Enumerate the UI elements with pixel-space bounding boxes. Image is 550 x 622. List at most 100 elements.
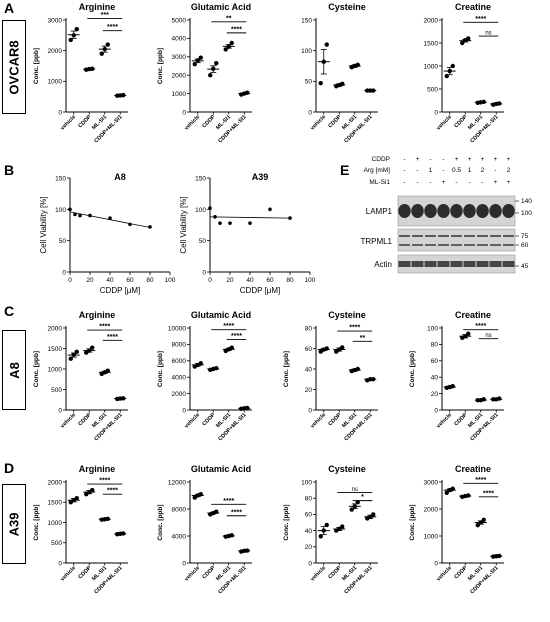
blot-band (412, 244, 423, 246)
blot-band (450, 204, 463, 218)
y-tick-label: 1000 (424, 63, 439, 70)
significance-label: **** (475, 16, 486, 23)
blot-band (424, 261, 437, 267)
data-point (371, 512, 376, 517)
data-point (68, 356, 73, 361)
y-tick-label: 80 (305, 496, 313, 503)
chart-D-glu: Glutamic Acid 0 4000 8000 12000 Conc. [ppb] ve… (157, 464, 252, 595)
blot-condition-value: - (403, 156, 405, 163)
y-tick-label: 1500 (424, 40, 439, 47)
chart-D-cys: Cysteine 0 20 40 60 80 100 Conc. [ppb] vehicle CD… (283, 464, 378, 595)
y-tick-label: 500 (51, 387, 62, 394)
y-tick-label: 0 (434, 109, 438, 116)
y-tick-label: 2000 (48, 479, 63, 486)
y-tick-label: 6000 (172, 358, 187, 365)
significance-label: **** (349, 325, 360, 332)
data-point (68, 207, 72, 212)
y-tick-label: 0 (308, 560, 312, 567)
y-tick-label: 80 (431, 342, 439, 349)
y-tick-label: 100 (301, 479, 312, 486)
y-tick-label: 2000 (172, 73, 187, 80)
chart-title: Creatine (455, 464, 491, 474)
chart-title: Arginine (79, 310, 116, 320)
chart-C-arg: Arginine 0 500 1000 1500 2000 Conc. [ppb] vehic… (33, 310, 128, 442)
chart-A-arg: Arginine 0 1000 2000 3000 Conc. [ppb] vehicle C… (33, 2, 128, 144)
data-point (324, 522, 329, 528)
chart-title: Cysteine (328, 310, 366, 320)
category-label: vehicle (436, 412, 453, 429)
data-point (198, 361, 203, 366)
chart-title: Glutamic Acid (191, 310, 251, 320)
x-tick-label: 0 (208, 277, 212, 284)
data-point (340, 345, 345, 350)
category-label: vehicle (310, 412, 327, 429)
panel-label-c: C (4, 303, 15, 319)
blot-condition-value: + (455, 156, 459, 163)
category-label: CDDP+ML-SI1 (469, 412, 499, 442)
chart-A-glu: Glutamic Acid 0 1000 2000 3000 4000 5000 Conc. … (157, 2, 252, 144)
category-label: CDDP+ML-SI1 (93, 412, 123, 442)
category-label: CDDP+ML-SI1 (93, 114, 123, 144)
data-point (208, 206, 212, 210)
y-tick-label: 40 (305, 366, 313, 373)
data-point (90, 487, 95, 493)
significance-label: **** (223, 498, 234, 505)
y-tick-label: 20 (305, 387, 313, 394)
data-point (74, 496, 79, 501)
y-axis-label: Conc. [ppb] (157, 351, 164, 387)
category-label: vehicle (436, 114, 453, 131)
data-point (214, 61, 219, 66)
y-tick-label: 0 (202, 270, 206, 277)
data-point (466, 36, 471, 41)
significance-label: **** (475, 477, 486, 484)
significance-label: **** (107, 488, 118, 495)
significance-label: ns (485, 31, 491, 37)
y-tick-label: 100 (301, 48, 312, 55)
y-tick-label: 0 (182, 109, 186, 116)
y-tick-label: 0 (308, 407, 312, 414)
data-point (324, 42, 329, 47)
blot-band (399, 235, 410, 237)
data-point (213, 215, 217, 219)
blot-condition-value: 2 (507, 167, 511, 174)
blot-marker-label: 100 (521, 210, 532, 217)
category-label: CDDP+ML-SI1 (469, 565, 499, 595)
x-axis-label: CDDP [μM] (100, 286, 140, 295)
data-point (68, 37, 73, 43)
chart-B-a39: A39 0 50 100 150 0 20 40 60 80 100 Cell Viability [… (179, 172, 316, 295)
x-tick-label: 100 (165, 277, 176, 284)
x-tick-label: 20 (226, 277, 234, 284)
chart-C-cre: Creatine 0 20 40 60 80 100 Conc. [ppb] vehicle CD… (409, 310, 504, 442)
data-point (318, 80, 323, 86)
blot-marker-label: 75 (521, 233, 529, 240)
y-tick-label: 150 (301, 17, 312, 24)
y-axis-label: Conc. [ppb] (33, 351, 40, 387)
blot-band (489, 261, 502, 267)
x-tick-label: 80 (146, 277, 154, 284)
blot-band (398, 261, 411, 267)
chart-title: Creatine (455, 2, 491, 12)
y-tick-label: 500 (51, 540, 62, 547)
blot-condition-value: - (429, 179, 431, 186)
data-point (349, 507, 354, 512)
blot-protein-label: TRPML1 (360, 237, 392, 246)
y-tick-label: 1000 (48, 366, 63, 373)
data-point (128, 222, 132, 227)
blot-band (451, 244, 462, 246)
blot-marker-label: 45 (521, 263, 529, 270)
data-point (481, 517, 486, 522)
x-tick-label: 60 (266, 277, 274, 284)
blot-condition-value: + (494, 179, 498, 186)
blot-condition-value: - (429, 156, 431, 163)
x-tick-label: 40 (246, 277, 254, 284)
y-axis-label: Conc. [ppb] (283, 351, 290, 387)
y-tick-label: 0 (182, 560, 186, 567)
blot-band (411, 204, 424, 218)
blot-condition-value: - (494, 167, 496, 174)
category-label: vehicle (60, 114, 77, 131)
chart-title: Arginine (79, 464, 116, 474)
significance-label: ns (485, 333, 491, 339)
y-tick-label: 8000 (172, 342, 187, 349)
y-tick-label: 50 (199, 238, 207, 245)
